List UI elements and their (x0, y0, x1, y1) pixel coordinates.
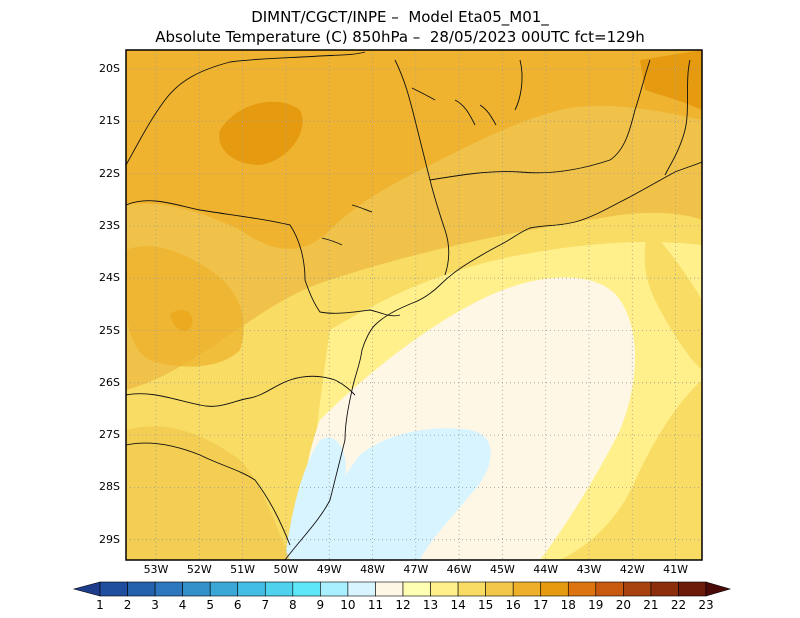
colorbar-swatch (347, 581, 376, 597)
colorbar-swatch (375, 581, 404, 597)
state-border (126, 200, 401, 317)
temperature-field (126, 50, 702, 560)
latitude-label: 26S (99, 375, 120, 389)
longitude-label: 44W (533, 563, 559, 576)
lake (321, 204, 373, 246)
colorbar-label: 12 (395, 598, 411, 612)
colorbar-label: 5 (206, 598, 214, 612)
chart-title-line-1: DIMNT/CGCT/INPE – Model Eta05_M01_ (251, 8, 549, 26)
longitude-label: 48W (360, 563, 385, 576)
colorbar-swatch (154, 581, 183, 597)
state-border (514, 59, 523, 111)
colorbar-swatch (182, 581, 211, 597)
colorbar-label: 9 (316, 598, 325, 612)
colorbar-swatch (430, 581, 459, 597)
coastline (284, 161, 702, 560)
colorbar-label: 15 (477, 598, 494, 612)
state-border (664, 59, 691, 176)
colorbar-swatch (320, 581, 349, 597)
colorbar-swatch (678, 581, 707, 597)
colorbar-swatch (650, 581, 679, 597)
colorbar-label: 6 (233, 598, 242, 612)
colorbar-swatch (623, 581, 652, 597)
longitude-label: 49W (316, 563, 342, 576)
colorbar (72, 581, 732, 597)
colorbar-label: 21 (643, 598, 659, 612)
chart-title-line-2: Absolute Temperature (C) 850hPa – 28/05/… (155, 28, 645, 46)
colorbar-label: 13 (422, 598, 439, 612)
colorbar-label: 16 (505, 598, 521, 612)
colorbar-swatch (512, 581, 542, 597)
colorbar-label: 10 (340, 598, 356, 612)
grid-lines (126, 50, 702, 560)
state-border (429, 59, 651, 181)
longitude-label: 45W (489, 563, 515, 576)
colorbar-swatch (264, 581, 294, 597)
longitude-label: 43W (576, 563, 602, 576)
latitude-label: 29S (99, 532, 120, 546)
longitude-label: 47W (403, 563, 429, 576)
longitude-label: 52W (186, 563, 212, 576)
latitude-label: 20S (99, 62, 120, 75)
colorbar-label: 2 (123, 598, 132, 612)
colorbar-label: 23 (698, 598, 714, 612)
colorbar-label: 14 (450, 598, 466, 612)
longitude-label: 51W (230, 563, 256, 576)
longitude-label: 41W (663, 563, 689, 576)
colorbar-swatch (595, 581, 624, 597)
lake (411, 87, 497, 126)
colorbar-label: 19 (588, 598, 604, 612)
colorbar-swatch (127, 581, 156, 597)
state-border (126, 375, 356, 407)
colorbar-label: 20 (615, 598, 631, 612)
colorbar-label: 8 (288, 598, 297, 612)
latitude-label: 23S (99, 218, 120, 232)
colorbar-swatch (567, 581, 597, 597)
colorbar-label: 18 (560, 598, 576, 612)
colorbar-label: 7 (261, 598, 270, 612)
colorbar-label: 22 (670, 598, 687, 612)
colorbar-label: 1 (96, 598, 104, 612)
longitude-label: 42W (619, 563, 645, 576)
colorbar-swatch (292, 581, 321, 597)
colorbar-swatch (457, 581, 486, 597)
longitude-label: 46W (446, 563, 472, 576)
coastline-and-borders (126, 51, 702, 560)
latitude-label: 28S (99, 480, 120, 494)
colorbar-swatch (402, 581, 431, 597)
colorbar-swatch (237, 581, 266, 597)
latitude-label: 22S (99, 166, 120, 180)
longitude-label: 53W (143, 563, 169, 576)
colorbar-label: 4 (178, 598, 187, 612)
state-border (126, 51, 366, 166)
colorbar-swatch (540, 581, 569, 597)
colorbar-label: 3 (151, 598, 159, 612)
colorbar-swatch (209, 581, 239, 597)
colorbar-label: 17 (533, 598, 549, 612)
latitude-label: 21S (99, 114, 120, 128)
colorbar-arrow-right (705, 581, 732, 597)
colorbar-label: 11 (367, 598, 384, 612)
latitude-label: 27S (99, 428, 120, 442)
longitude-label: 50W (273, 563, 299, 576)
colorbar-swatch (99, 581, 128, 597)
state-border (126, 442, 291, 546)
colorbar-arrow-left (72, 581, 101, 597)
colorbar-swatch (485, 581, 514, 597)
latitude-label: 25S (99, 323, 120, 337)
latitude-label: 24S (99, 271, 120, 285)
map-frame (125, 49, 703, 561)
